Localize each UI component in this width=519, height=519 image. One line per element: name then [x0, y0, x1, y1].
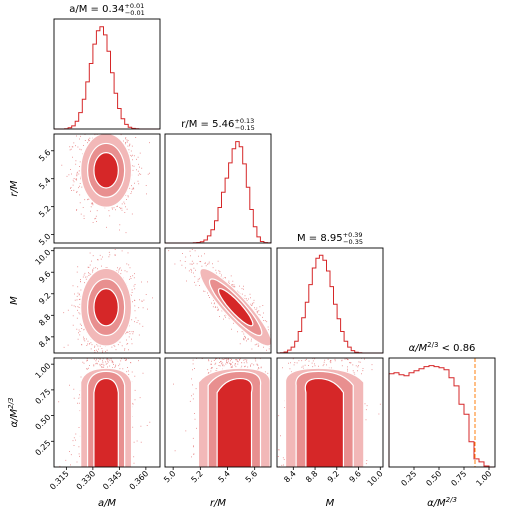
histogram-step: [277, 254, 383, 354]
panel-frame: [53, 18, 161, 130]
y-axis-label: M: [9, 296, 20, 305]
x-axis-label: M: [326, 498, 335, 509]
joint-panel-1-3: [53, 247, 161, 354]
y-axis-label: r/M: [9, 180, 20, 196]
y-tick-label: 1.00: [34, 361, 53, 380]
x-tick-label: 8.4: [282, 469, 297, 484]
histogram-step: [54, 26, 160, 130]
histogram-step: [388, 365, 494, 468]
x-tick-label: 5.6: [244, 469, 259, 484]
y-tick-label: 8.8: [37, 312, 52, 327]
y-tick-label: 5.6: [37, 148, 52, 163]
histogram-panel-3: M = 8.95+0.39 −0.35: [276, 231, 384, 354]
x-tick-label: 9.2: [326, 469, 341, 484]
panel-title: r/M = 5.46+0.13 −0.15: [181, 117, 254, 132]
contour-level-3: [93, 288, 119, 327]
joint-panel-1-4: [53, 357, 161, 468]
contour-level-3: [93, 377, 119, 467]
panel-frame: [164, 133, 272, 244]
panel-title: a/M = 0.34+0.01 −0.01: [69, 2, 144, 17]
x-tick-label: 0.50: [424, 469, 443, 488]
panel-background: [389, 358, 495, 467]
y-tick-label: 9.6: [37, 269, 52, 284]
y-tick-label: 0.75: [34, 387, 53, 406]
y-tick-label: 5.0: [37, 232, 52, 247]
x-tick-label: 5.2: [189, 469, 204, 484]
x-tick-label: 0.330: [75, 469, 98, 492]
histogram-panel-4: α/M2/3 < 0.86: [388, 341, 496, 468]
x-tick-label: 1.00: [474, 469, 493, 488]
y-tick-label: 8.4: [37, 334, 52, 349]
histogram-panel-1: a/M = 0.34+0.01 −0.01: [53, 2, 161, 130]
panel-title: M = 8.95+0.39 −0.35: [297, 231, 363, 246]
x-axis-label: r/M: [210, 498, 226, 509]
y-tick-label: 9.2: [37, 291, 52, 306]
panel-frame: [53, 133, 161, 244]
x-tick-label: 5.0: [162, 469, 177, 484]
x-tick-label: 9.6: [348, 469, 363, 484]
joint-panel-2-3: [164, 247, 272, 354]
joint-panel-2-4: [164, 357, 272, 468]
x-tick-label: 0.315: [48, 469, 71, 492]
y-axis-label: α/M2/3: [7, 398, 20, 428]
panel-frame: [53, 247, 161, 354]
x-tick-label: 0.345: [101, 469, 124, 492]
panel-frame: [53, 357, 161, 468]
x-axis-label: a/M: [98, 498, 116, 509]
x-tick-label: 0.25: [399, 469, 418, 488]
contour-level-3: [304, 377, 345, 467]
histogram-panel-2: r/M = 5.46+0.13 −0.15: [164, 117, 272, 244]
panel-background: [277, 248, 383, 353]
x-tick-label: 0.360: [128, 469, 151, 492]
contour-level-3: [217, 288, 254, 327]
panel-frame: [276, 247, 384, 354]
panel-frame: [388, 357, 496, 468]
panel-frame: [164, 247, 272, 354]
x-axis-label: α/M2/3: [427, 496, 457, 509]
y-tick-label: 0.50: [34, 413, 53, 432]
y-tick-label: 0.25: [34, 438, 53, 457]
x-tick-label: 0.75: [449, 469, 468, 488]
contour-level-3: [216, 377, 253, 467]
y-tick-label: 10.0: [34, 248, 53, 267]
panel-frame: [276, 357, 384, 468]
x-tick-label: 10.0: [366, 469, 385, 488]
panel-title: α/M2/3 < 0.86: [409, 341, 476, 354]
contour-level-3: [93, 152, 119, 189]
joint-panel-3-4: [276, 357, 384, 468]
x-tick-label: 8.8: [304, 469, 319, 484]
y-tick-label: 5.2: [37, 204, 52, 219]
y-tick-label: 5.4: [37, 176, 52, 191]
joint-panel-1-2: [53, 133, 161, 244]
x-tick-label: 5.4: [217, 469, 232, 484]
panel-frame: [164, 357, 272, 468]
